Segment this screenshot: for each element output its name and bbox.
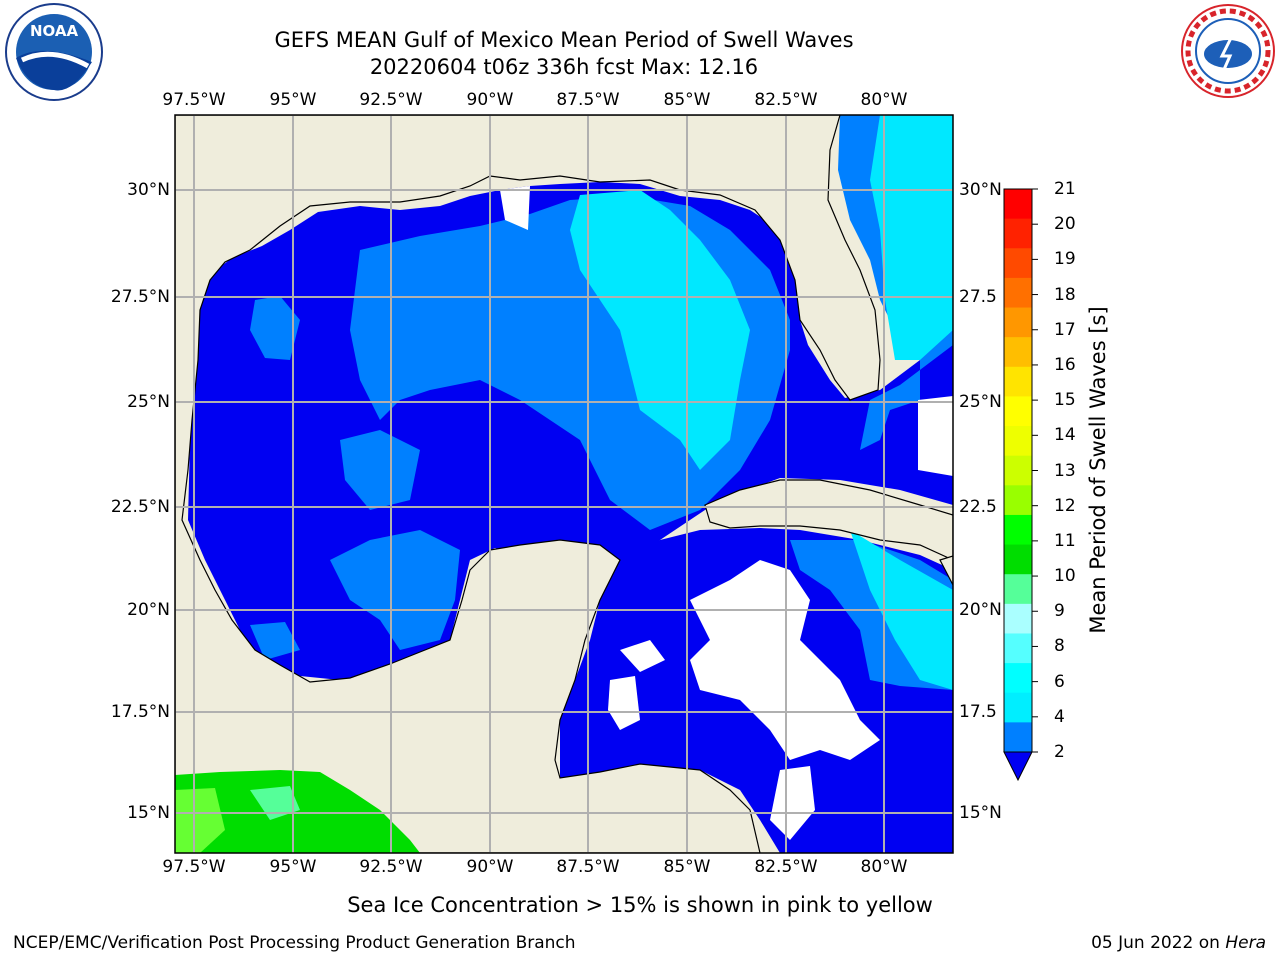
lon-tick-bottom: 90°W: [466, 857, 514, 877]
colorbar-tick-label: 18: [1054, 284, 1076, 305]
nws-logo-icon: [1181, 4, 1275, 98]
lon-tick-top: 82.5°W: [754, 90, 818, 110]
lat-tick-right: 15°N: [959, 803, 1002, 823]
colorbar-segment: [1004, 307, 1032, 338]
colorbar-segment: [1004, 455, 1032, 486]
colorbar-tick-label: 12: [1054, 495, 1076, 516]
colorbar-tick-label: 11: [1054, 530, 1076, 551]
lon-tick-bottom: 95°W: [269, 857, 317, 877]
footer-credit: NCEP/EMC/Verification Post Processing Pr…: [13, 933, 576, 953]
colorbar-tick-label: 15: [1054, 390, 1076, 411]
land-hispaniola-edge: [939, 555, 953, 586]
no-data-patch-florida: [918, 396, 953, 476]
noaa-logo-icon: NOAA: [5, 3, 103, 101]
lat-tick-left: 30°N: [127, 180, 170, 200]
mid-period-patch-south: [330, 530, 460, 650]
lon-tick-bottom: 82.5°W: [754, 857, 818, 877]
mid-period-patch-center: [340, 430, 420, 510]
lat-tick-left: 15°N: [127, 803, 170, 823]
high-period-region: [570, 190, 750, 470]
colorbar-segment: [1004, 722, 1032, 753]
colorbar-tick-label: 14: [1054, 425, 1076, 446]
svg-text:NOAA: NOAA: [30, 22, 79, 40]
land-cuba: [704, 479, 953, 561]
lat-tick-left: 17.5°N: [110, 702, 170, 722]
colorbar-segment: [1004, 574, 1032, 605]
pacific-ocean-field: [175, 770, 420, 853]
footer-timestamp: 05 Jun 2022 on Hera: [1091, 932, 1266, 954]
colorbar-segment: [1004, 603, 1032, 634]
colorbar-segment: [1004, 514, 1032, 546]
lon-tick-bottom: 80°W: [860, 857, 908, 877]
lon-tick-top: 95°W: [269, 90, 317, 110]
lon-tick-bottom: 97.5°W: [162, 857, 226, 877]
colorbar-tick-label: 8: [1054, 636, 1065, 657]
colorbar-tick-label: 19: [1054, 249, 1076, 270]
map-frame: [174, 114, 954, 854]
map-gridlines: [175, 115, 953, 853]
colorbar-tick-label: 20: [1054, 214, 1076, 235]
colorbar-segment: [1004, 218, 1032, 249]
colorbar-tick-label: 16: [1054, 354, 1076, 375]
colorbar: [1003, 188, 1038, 782]
colorbar-segment: [1004, 277, 1032, 309]
lat-tick-left: 25°N: [127, 392, 170, 412]
colorbar-segment: [1004, 692, 1032, 723]
colorbar-segment: [1004, 189, 1032, 220]
lon-tick-top: 80°W: [860, 90, 908, 110]
lat-tick-right: 22.5: [959, 497, 997, 517]
lon-tick-bottom: 92.5°W: [359, 857, 423, 877]
colorbar-tick-label: 13: [1054, 460, 1076, 481]
no-data-patch-honduras: [770, 766, 815, 840]
no-data-patch-west: [620, 640, 665, 672]
lon-tick-top: 97.5°W: [162, 90, 226, 110]
colorbar-segment: [1004, 544, 1032, 575]
colorbar-segment: [1004, 426, 1032, 457]
mid-period-patch-southwest: [250, 622, 300, 660]
colorbar-tick-label: 6: [1054, 671, 1065, 692]
colorbar-tick-label: 2: [1054, 742, 1065, 762]
lat-tick-left: 20°N: [127, 600, 170, 620]
no-data-patch-louisiana: [500, 186, 530, 230]
colorbar-tick-label: 21: [1054, 179, 1076, 199]
colorbar-tick-label: 4: [1054, 706, 1065, 727]
map-subtitle: 20220604 t06z 336h fcst Max: 12.16: [369, 55, 759, 79]
lon-tick-top: 92.5°W: [359, 90, 423, 110]
sea-ice-note: Sea Ice Concentration > 15% is shown in …: [347, 893, 933, 917]
footer-date: 05 Jun 2022 on: [1091, 933, 1226, 953]
lat-tick-right: 20°N: [959, 600, 1002, 620]
map-title: GEFS MEAN Gulf of Mexico Mean Period of …: [274, 28, 854, 52]
colorbar-segment: [1004, 248, 1032, 279]
colorbar-tick-label: 17: [1054, 319, 1076, 340]
colorbar-segment: [1004, 633, 1032, 664]
lat-tick-left: 27.5°N: [110, 287, 170, 307]
colorbar-segment: [1004, 485, 1032, 516]
colorbar-segment: [1004, 366, 1032, 397]
colorbar-tick-label: 10: [1054, 566, 1076, 587]
lon-tick-top: 85°W: [663, 90, 711, 110]
colorbar-tick-label: 9: [1054, 601, 1065, 622]
lon-tick-top: 87.5°W: [556, 90, 620, 110]
colorbar-segment: [1004, 337, 1032, 368]
lat-tick-right: 30°N: [959, 180, 1002, 200]
pacific-mid-patch: [250, 786, 300, 820]
mid-period-patch-west: [250, 296, 300, 360]
no-data-patch-yucatan: [608, 676, 640, 730]
lat-tick-right: 25°N: [959, 392, 1002, 412]
lat-tick-right: 27.5: [959, 287, 997, 307]
pacific-high-period-patch: [175, 788, 225, 853]
colorbar-segment: [1004, 663, 1032, 694]
lon-tick-bottom: 85°W: [663, 857, 711, 877]
colorbar-label: Mean Period of Swell Waves [s]: [1086, 306, 1110, 634]
colorbar-extend-arrow: [1003, 751, 1033, 782]
lat-tick-right: 17.5: [959, 702, 997, 722]
high-period-atlantic: [870, 115, 953, 360]
colorbar-segment: [1004, 396, 1032, 427]
lon-tick-top: 90°W: [466, 90, 514, 110]
lat-tick-left: 22.5°N: [110, 497, 170, 517]
footer-host: Hera: [1225, 933, 1266, 953]
lon-tick-bottom: 87.5°W: [556, 857, 620, 877]
